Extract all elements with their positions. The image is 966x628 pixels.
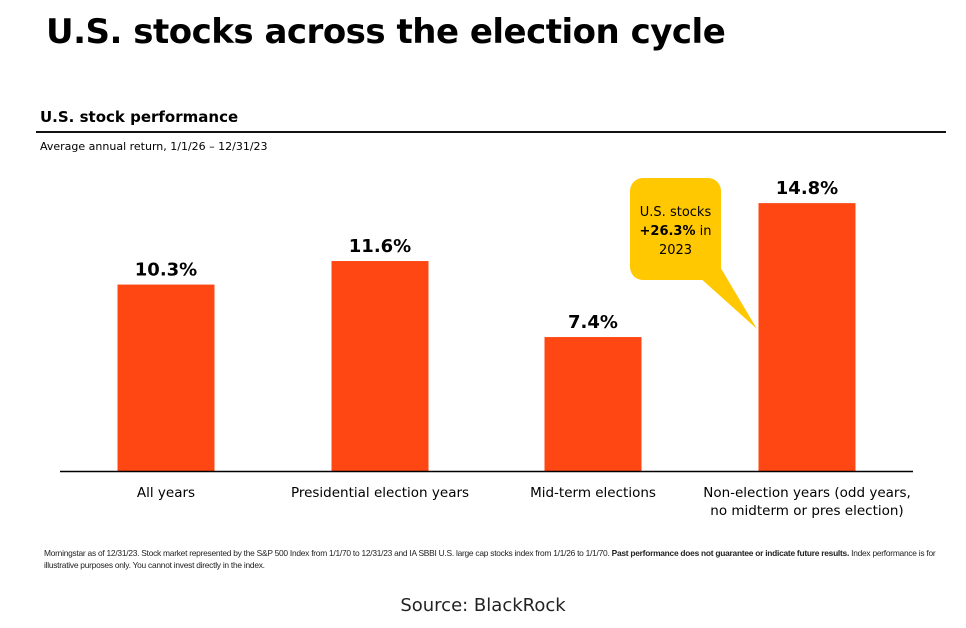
- callout-bubble: [630, 178, 721, 280]
- bar-4: [758, 203, 856, 471]
- callout-line-2: +26.3% in: [640, 224, 712, 239]
- bar-2: [331, 261, 429, 471]
- footnote-disclaimer: Past performance does not guarantee or i…: [611, 548, 850, 558]
- section-title: U.S. stock performance: [40, 108, 239, 126]
- footnote-text: Morningstar as of 12/31/23. Stock market…: [44, 548, 612, 558]
- callout-line-3: 2023: [659, 243, 692, 258]
- category-label-4-line-2: no midterm or pres election): [710, 503, 903, 519]
- source-credit: Source: BlackRock: [400, 595, 566, 616]
- footnote-text-end: Index performance is for illustrative pu…: [44, 548, 936, 570]
- bar-3: [544, 337, 642, 471]
- section-divider: [36, 131, 946, 133]
- callout-highlight: +26.3%: [640, 224, 696, 239]
- data-label-2: 11.6%: [349, 236, 411, 257]
- data-label-1: 10.3%: [135, 260, 197, 281]
- data-label-3: 7.4%: [568, 312, 618, 333]
- callout: U.S. stocks +26.3% in 2023: [630, 178, 757, 329]
- category-label-4-line-1: Non-election years (odd years,: [703, 485, 911, 501]
- category-label-3: Mid-term elections: [530, 485, 656, 501]
- callout-line-1: U.S. stocks: [640, 205, 712, 220]
- footnote: Morningstar as of 12/31/23. Stock market…: [44, 547, 944, 571]
- data-label-4: 14.8%: [776, 178, 838, 199]
- bar-1: [117, 284, 215, 471]
- chart-subtitle: Average annual return, 1/1/26 – 12/31/23: [40, 140, 268, 153]
- category-label-1: All years: [137, 485, 195, 501]
- category-label-2: Presidential election years: [291, 485, 469, 501]
- callout-line-2-rest: in: [696, 224, 712, 239]
- page-title: U.S. stocks across the election cycle: [46, 12, 726, 52]
